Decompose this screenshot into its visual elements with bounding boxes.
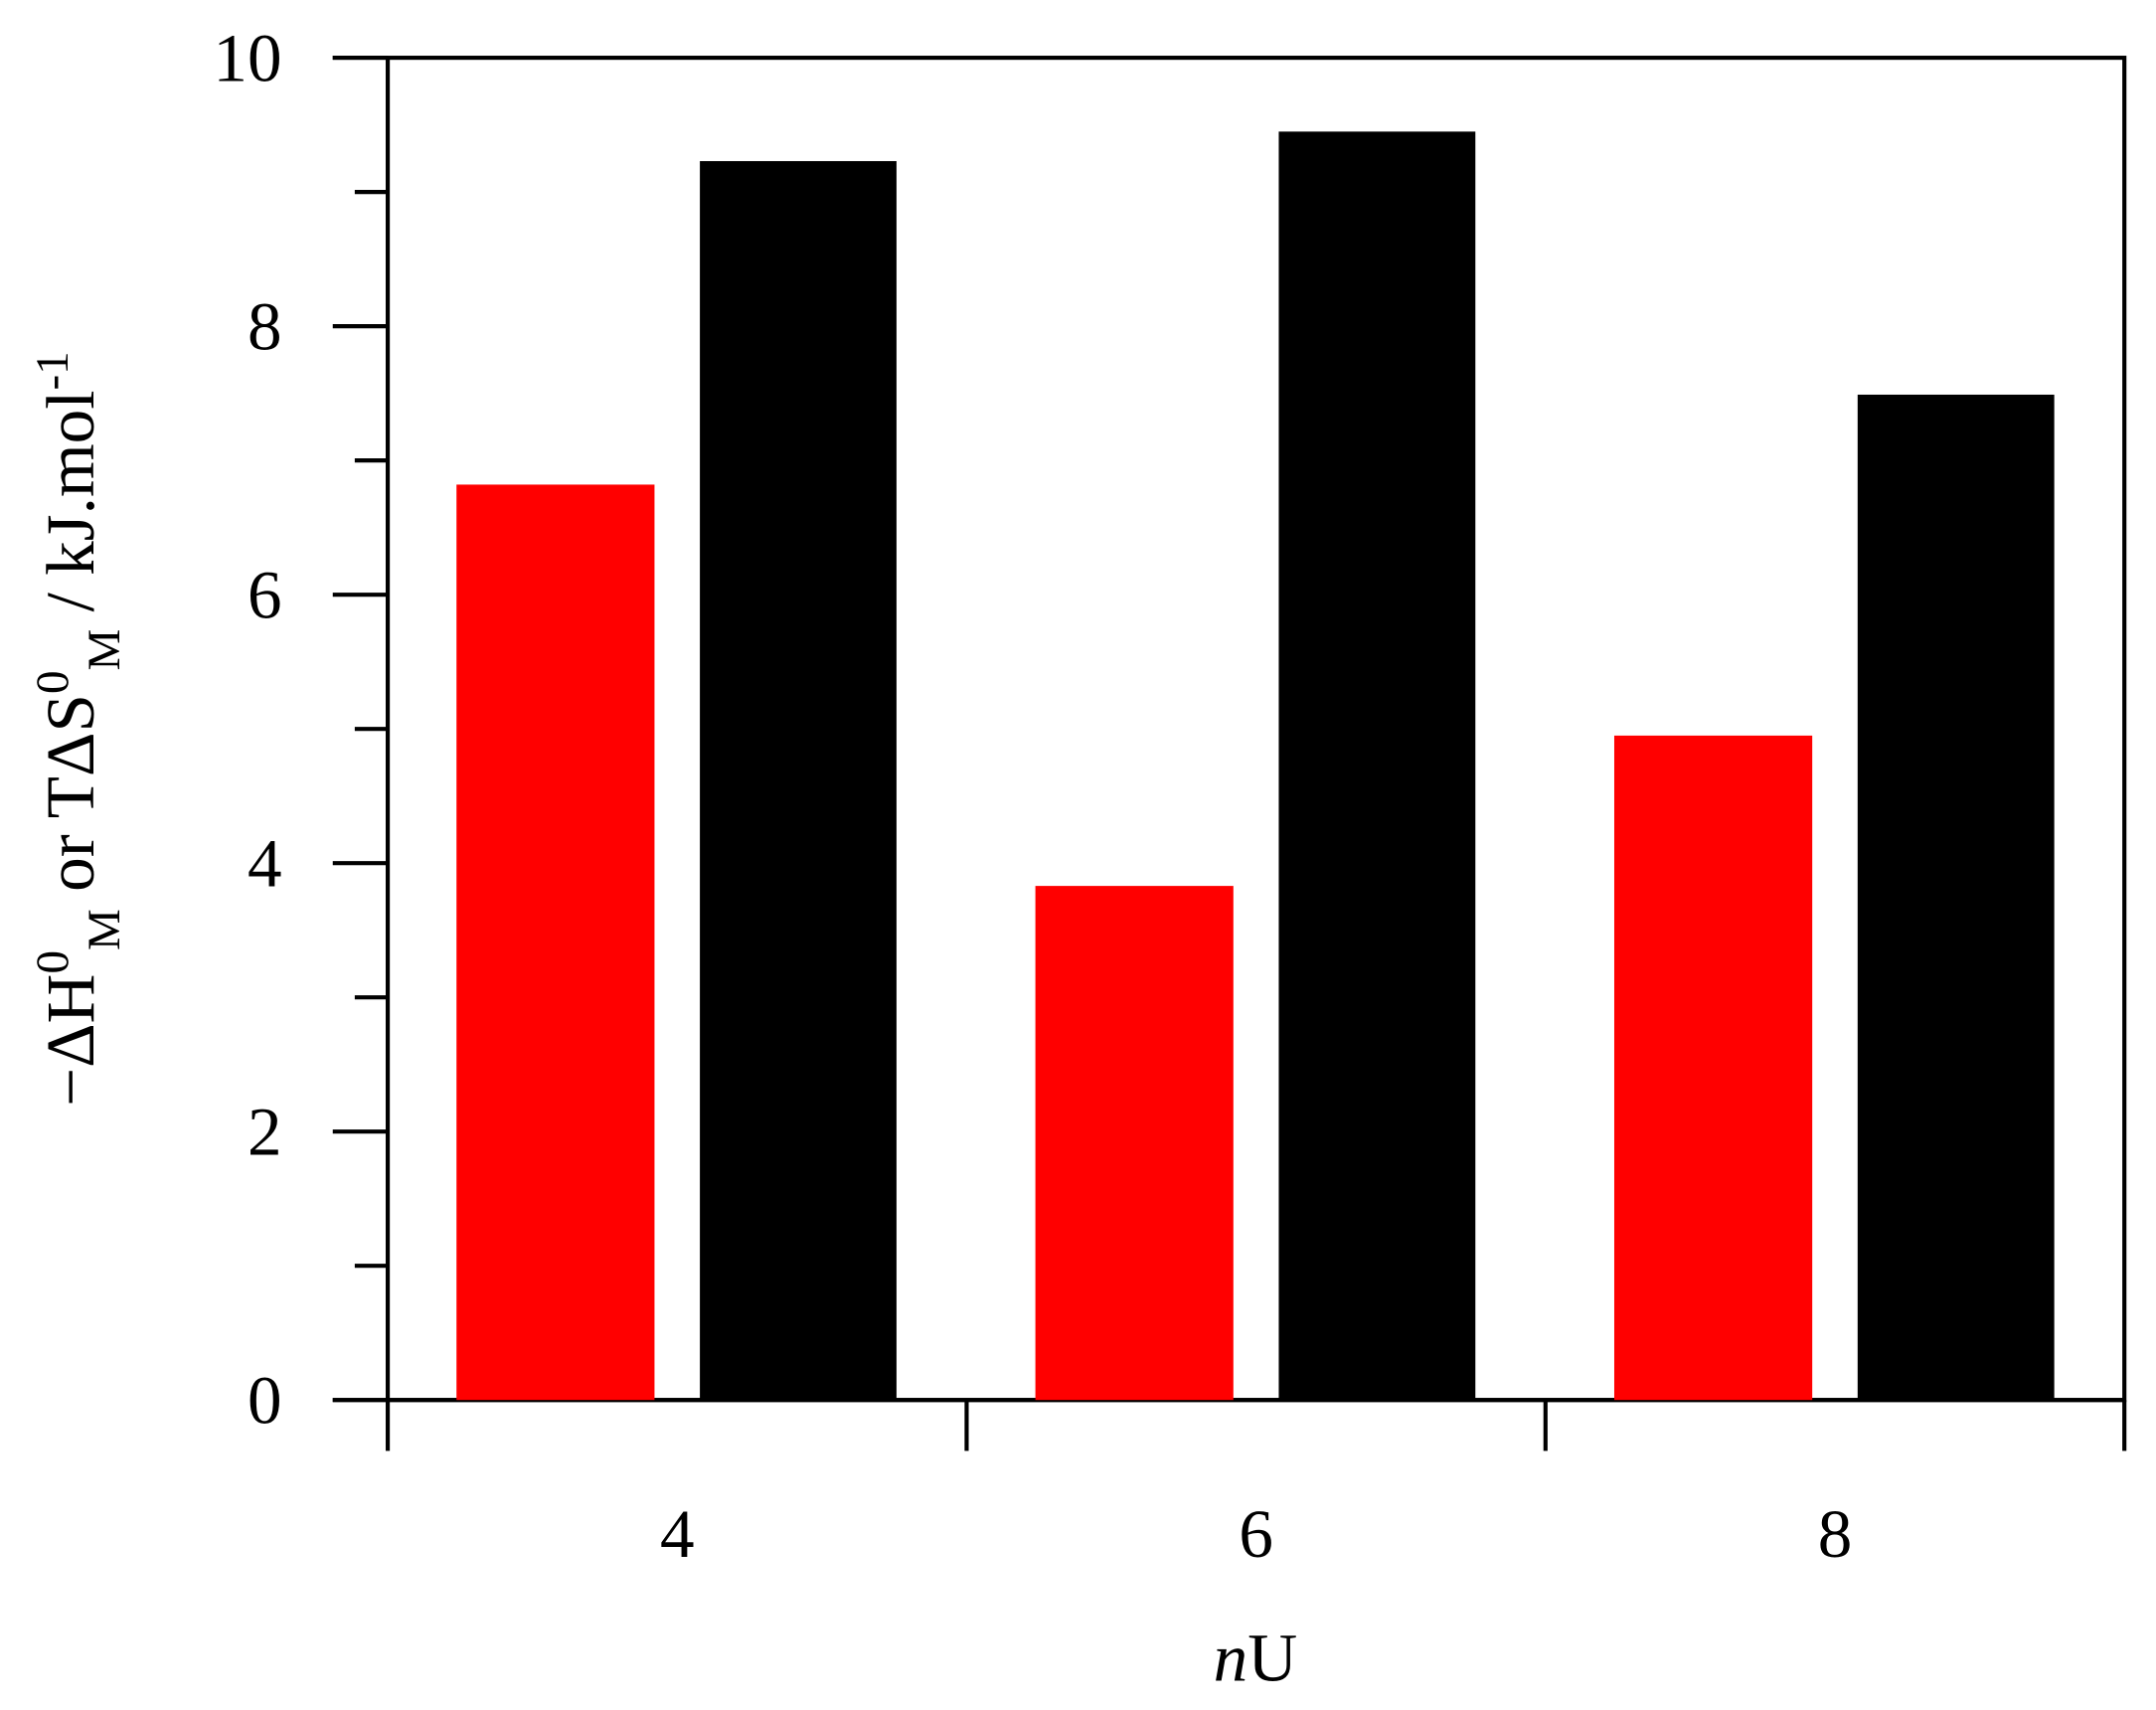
y-tick-label: 0 [248, 1362, 282, 1439]
bar [1278, 131, 1476, 1401]
bar [1035, 886, 1234, 1401]
bar [1613, 735, 1813, 1401]
bar [700, 161, 897, 1401]
x-tick-label: 6 [1239, 1495, 1273, 1572]
bar [456, 484, 655, 1401]
y-tick-label: 4 [248, 825, 282, 902]
y-tick-label: 8 [248, 288, 282, 365]
y-axis-label: −ΔH0M or TΔS0M / kJ.mol-1 [27, 351, 130, 1107]
x-tick-label: 8 [1818, 1495, 1853, 1572]
x-tick-label: 4 [660, 1495, 695, 1572]
y-tick-label: 10 [213, 20, 281, 96]
y-tick-label: 2 [248, 1094, 282, 1170]
y-tick-label: 6 [248, 557, 282, 633]
bar [1857, 394, 2055, 1401]
x-axis-label: nU [1214, 1619, 1298, 1695]
